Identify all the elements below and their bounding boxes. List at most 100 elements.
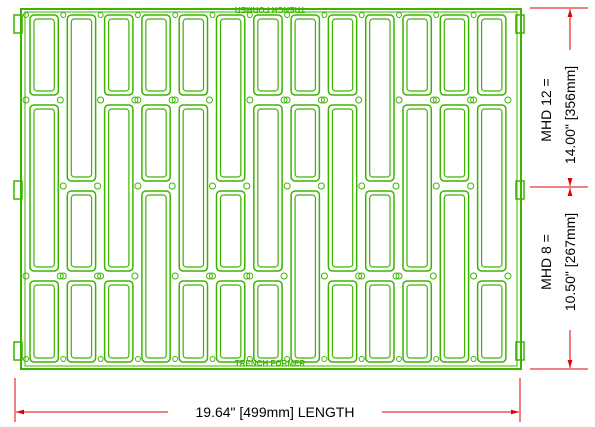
- slot-inner: [481, 284, 503, 359]
- slot-inner: [70, 194, 93, 268]
- bolt-hole: [395, 96, 403, 104]
- bolt-hole: [358, 12, 365, 18]
- bolt-hole: [59, 272, 67, 280]
- slot-outer: [439, 190, 470, 363]
- bolt-hole: [280, 96, 288, 104]
- bolt-hole: [395, 272, 403, 280]
- bolt-hole: [504, 96, 512, 104]
- bolt-hole: [172, 356, 179, 362]
- bolt-hole: [209, 12, 216, 18]
- slot-inner: [481, 108, 503, 268]
- bolt-hole: [396, 356, 402, 362]
- slot-inner: [145, 194, 167, 359]
- bolt-hole: [467, 182, 475, 190]
- slot-inner: [219, 18, 242, 178]
- bolt-hole: [504, 272, 512, 280]
- bolt-hole: [134, 96, 142, 104]
- bolt-hole: [206, 96, 213, 104]
- slot-inner: [369, 194, 391, 268]
- tab: [13, 14, 23, 34]
- slot-outer: [215, 280, 246, 363]
- grate: [13, 8, 525, 370]
- slot-outer: [141, 190, 171, 363]
- bolt-hole: [94, 182, 102, 190]
- bolt-hole: [321, 12, 328, 18]
- slot-inner: [443, 18, 466, 92]
- slot-inner: [406, 108, 428, 268]
- bolt-hole: [171, 96, 179, 104]
- mhd12-label: MHD 12 =: [538, 78, 554, 141]
- slot-inner: [70, 284, 93, 359]
- bolt-hole: [429, 272, 437, 280]
- bolt-hole: [59, 182, 67, 190]
- bolt-hole: [131, 96, 139, 104]
- bolt-hole: [392, 182, 400, 190]
- mhd8-label: MHD 8 =: [538, 234, 554, 290]
- slot-inner: [182, 18, 205, 92]
- slot-outer: [402, 280, 433, 363]
- slot-inner: [331, 18, 354, 92]
- bolt-hole: [433, 356, 440, 362]
- slot-outer: [364, 14, 395, 182]
- length-label: 19.64" [499mm] LENGTH: [195, 404, 354, 420]
- bolt-hole: [355, 96, 363, 104]
- slot-inner: [294, 108, 317, 178]
- slot-inner: [145, 108, 167, 178]
- bolt-hole: [171, 272, 179, 280]
- tab: [515, 341, 525, 361]
- bolt-hole: [94, 272, 102, 280]
- slot-inner: [33, 284, 55, 359]
- slot-outer: [290, 190, 321, 363]
- top-label: TRENCH FORMER: [235, 5, 305, 14]
- bolt-hole: [470, 96, 478, 104]
- bolt-hole: [209, 356, 216, 362]
- bolt-hole: [284, 356, 291, 362]
- bolt-hole: [134, 356, 141, 362]
- mhd12-value: 14.00" [356mm]: [562, 66, 578, 164]
- bolt-hole: [320, 96, 328, 104]
- bolt-hole: [429, 96, 437, 104]
- bolt-hole: [317, 182, 325, 190]
- bolt-hole: [283, 182, 291, 190]
- bolt-hole: [22, 96, 30, 104]
- slot-inner: [257, 18, 279, 92]
- slot-outer: [476, 104, 507, 272]
- bolt-hole: [56, 96, 64, 104]
- slot-outer: [29, 104, 60, 272]
- slot-outer: [476, 14, 507, 96]
- slot-inner: [33, 108, 55, 268]
- slot-outer: [402, 104, 433, 272]
- bolt-hole: [321, 356, 328, 362]
- bolt-hole: [358, 272, 366, 280]
- slot-outer: [29, 280, 60, 363]
- slot-inner: [257, 108, 279, 268]
- bolt-hole: [396, 12, 402, 18]
- slot-inner: [219, 284, 242, 359]
- slot-inner: [443, 108, 466, 178]
- tab: [13, 341, 23, 361]
- bolt-hole: [134, 12, 141, 18]
- bolt-hole: [168, 96, 176, 104]
- slot-inner: [182, 284, 205, 359]
- slot-inner: [107, 108, 130, 268]
- slot-outer: [66, 14, 97, 182]
- slot-outer: [439, 14, 470, 96]
- slot-outer: [364, 190, 395, 272]
- bolt-hole: [355, 272, 363, 280]
- bolt-hole: [432, 96, 440, 104]
- slot-inner: [294, 194, 317, 359]
- bolt-hole: [97, 96, 105, 104]
- slot-inner: [182, 108, 205, 268]
- bolt-hole: [358, 356, 365, 362]
- bolt-hole: [467, 96, 475, 104]
- slot-outer: [290, 104, 321, 182]
- bolt-hole: [23, 12, 29, 18]
- slot-outer: [178, 104, 209, 272]
- slot-inner: [107, 284, 130, 359]
- grate-frame: [20, 8, 522, 370]
- tab: [515, 14, 525, 34]
- slot-outer: [215, 14, 246, 182]
- slot-inner: [107, 18, 130, 92]
- slot-outer: [253, 280, 283, 363]
